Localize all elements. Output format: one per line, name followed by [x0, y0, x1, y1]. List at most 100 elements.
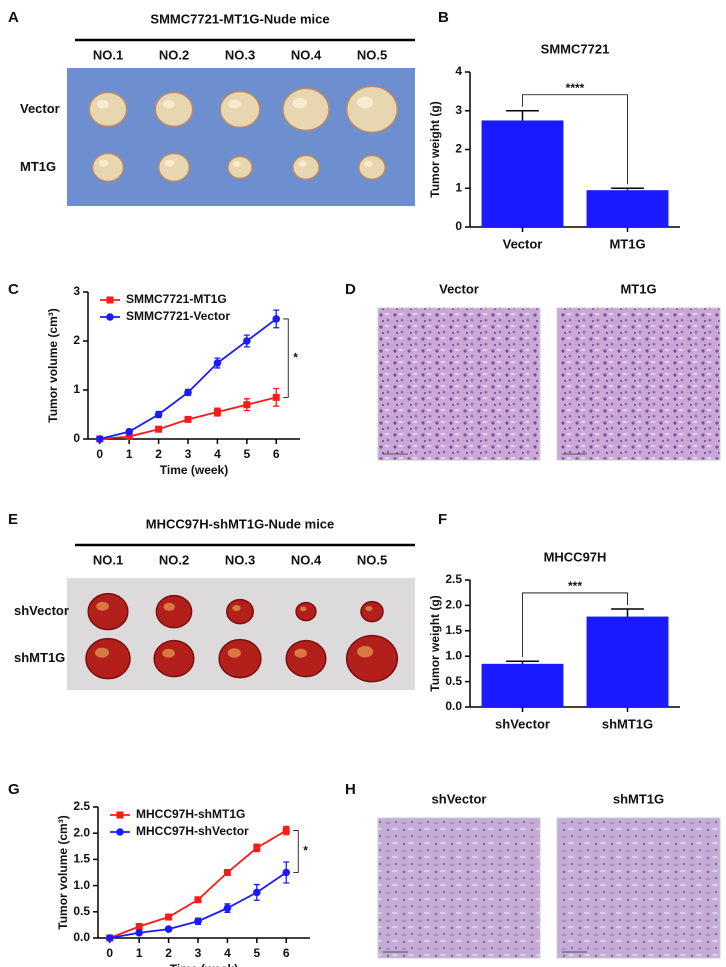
row-label: MT1G	[20, 159, 56, 174]
column-label: NO.5	[357, 47, 387, 62]
x-tick-label: 1	[136, 946, 143, 960]
point	[223, 904, 232, 912]
point	[194, 896, 202, 904]
legend-marker	[116, 811, 124, 819]
bar	[586, 616, 669, 707]
point	[184, 415, 192, 423]
tumor-highlight	[227, 648, 241, 658]
point	[243, 401, 251, 409]
x-tick-label: shMT1G	[602, 716, 653, 731]
column-label: NO.2	[159, 552, 189, 567]
tumor	[88, 91, 128, 128]
tumor	[91, 152, 125, 183]
tumor-highlight	[357, 645, 374, 658]
column-label: NO.2	[159, 47, 189, 62]
y-tick-label: 0.5	[445, 674, 462, 688]
point	[165, 913, 173, 921]
point	[253, 888, 261, 897]
column-label: NO.4	[291, 552, 322, 567]
legend-label: MHCC97H-shMT1G	[136, 807, 245, 821]
tumor	[155, 594, 193, 629]
point	[154, 410, 163, 419]
legend-label: SMMC7721-Vector	[126, 309, 230, 323]
tumor	[345, 634, 399, 683]
legend-marker	[106, 296, 114, 304]
tumor-highlight	[96, 100, 109, 109]
tumor-highlight	[228, 99, 241, 109]
tumor	[226, 598, 254, 625]
y-tick-label: 0.0	[445, 699, 462, 713]
y-tick-label: 2.0	[445, 598, 462, 612]
point	[213, 408, 221, 416]
y-tick-label: 1	[73, 382, 80, 396]
tumor-highlight	[294, 648, 307, 658]
histology-image	[377, 817, 541, 959]
y-tick-label: 4	[455, 64, 462, 78]
bar	[586, 190, 669, 227]
panel-letter: B	[438, 9, 449, 26]
x-tick-label: shVector	[495, 716, 550, 731]
tumor-highlight	[95, 647, 109, 658]
tumor	[157, 152, 191, 183]
panel-letter: E	[8, 511, 18, 528]
row-label: Vector	[20, 101, 60, 116]
tumor-highlight	[232, 161, 241, 167]
x-tick-label: 3	[195, 946, 202, 960]
y-tick-label: 0.0	[73, 930, 90, 944]
tumor-highlight	[96, 601, 109, 611]
x-tick-label: 0	[106, 946, 113, 960]
point	[253, 844, 261, 852]
tumor-highlight	[162, 100, 175, 109]
y-tick-label: 2.5	[445, 572, 462, 586]
column-label: NO.3	[225, 47, 255, 62]
bar	[481, 663, 564, 707]
significance-bracket	[522, 592, 628, 658]
y-axis-label: Tumor volume (cm³)	[56, 815, 70, 929]
image-title: Vector	[439, 281, 479, 296]
x-tick-label: 5	[253, 946, 260, 960]
x-tick-label: MT1G	[609, 236, 645, 251]
tumor-highlight	[357, 96, 374, 109]
image-title: shVector	[432, 791, 487, 806]
tumor-highlight	[232, 605, 241, 611]
x-axis-label: Time (week)	[170, 962, 238, 967]
tumor-highlight	[98, 159, 109, 167]
column-label: NO.4	[291, 47, 322, 62]
photo-title: SMMC7721-MT1G-Nude mice	[150, 11, 329, 26]
y-tick-label: 0.5	[73, 904, 90, 918]
bar	[481, 120, 564, 227]
x-tick-label: 0	[96, 447, 103, 461]
tumor	[295, 601, 317, 622]
point	[223, 869, 231, 876]
column-label: NO.1	[93, 47, 123, 62]
significance: *	[293, 350, 298, 364]
tumor-highlight	[365, 606, 373, 612]
panel-letter: A	[8, 9, 19, 26]
panel-letter: G	[8, 781, 20, 798]
y-tick-label: 1	[455, 180, 462, 194]
x-tick-label: 5	[243, 447, 250, 461]
legend-marker	[116, 828, 124, 836]
y-tick-label: 2	[455, 142, 462, 156]
tumor	[219, 90, 261, 129]
y-axis-label: Tumor volume (cm³)	[46, 308, 60, 422]
x-tick-label: 2	[165, 946, 172, 960]
tumor	[292, 154, 320, 181]
significance-bracket	[293, 830, 299, 873]
tumor-highlight	[163, 602, 175, 611]
panel-letter: F	[438, 511, 447, 528]
x-tick-label: 6	[273, 447, 280, 461]
photo-title: MHCC97H-shMT1G-Nude mice	[146, 516, 335, 531]
tumor	[360, 600, 384, 623]
y-axis-label: Tumor weight (g)	[428, 101, 442, 197]
column-label: NO.3	[225, 552, 255, 567]
point	[184, 388, 192, 397]
x-tick-label: 4	[214, 447, 221, 461]
point	[95, 435, 104, 443]
tumor	[345, 85, 399, 134]
row-label: shMT1G	[14, 650, 65, 665]
histology-image	[377, 307, 541, 461]
tumor	[285, 639, 327, 678]
